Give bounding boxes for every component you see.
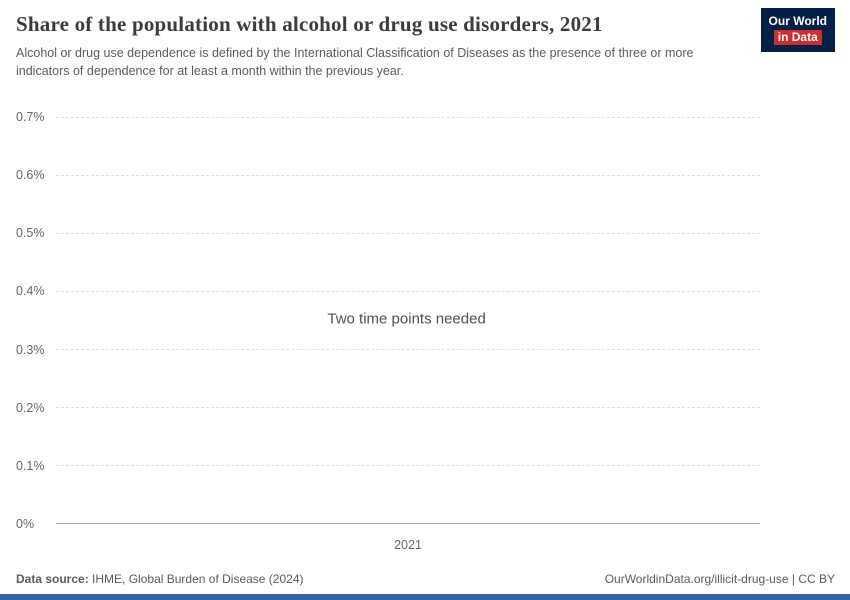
y-axis-grid: 0.7% 0.6% 0.5% 0.4% 0.3% 0.2% bbox=[16, 110, 760, 531]
gridline-row: 0.4% bbox=[16, 284, 760, 298]
gridline bbox=[56, 232, 760, 234]
gridline-row: 0.1% bbox=[16, 459, 760, 473]
y-tick-label: 0% bbox=[16, 516, 35, 531]
data-source-label: Data source: bbox=[16, 572, 89, 586]
chart-title: Share of the population with alcohol or … bbox=[16, 12, 603, 36]
gridline-row: 0.5% bbox=[16, 226, 760, 240]
timeline-bar bbox=[0, 594, 850, 600]
gridline bbox=[56, 174, 760, 176]
y-tick-label: 0.5% bbox=[16, 226, 45, 241]
no-data-message: Two time points needed bbox=[327, 310, 486, 328]
gridline bbox=[56, 116, 760, 118]
gridline bbox=[56, 349, 760, 351]
data-source-value: IHME, Global Burden of Disease (2024) bbox=[92, 572, 304, 586]
y-tick-label: 0.2% bbox=[16, 400, 45, 415]
gridline-row: 0.3% bbox=[16, 343, 760, 357]
gridline-row: 0.6% bbox=[16, 168, 760, 182]
y-tick-label: 0.6% bbox=[16, 168, 45, 183]
x-axis: 2021 bbox=[16, 538, 760, 552]
y-tick-label: 0.4% bbox=[16, 284, 45, 299]
chart-footer: Data source: IHME, Global Burden of Dise… bbox=[16, 572, 835, 586]
chart-subtitle: Alcohol or drug use dependence is define… bbox=[16, 46, 694, 78]
x-tick-label: 2021 bbox=[394, 538, 422, 552]
credit-link[interactable]: OurWorldinData.org/illicit-drug-use | CC… bbox=[604, 572, 835, 586]
gridline bbox=[56, 465, 760, 467]
owid-logo-line2: in Data bbox=[773, 30, 822, 45]
data-source: Data source: IHME, Global Burden of Dise… bbox=[16, 572, 303, 586]
owid-logo[interactable]: Our World in Data bbox=[760, 8, 835, 52]
y-tick-label: 0.3% bbox=[16, 342, 45, 357]
gridline-row: 0.2% bbox=[16, 401, 760, 415]
gridline bbox=[56, 290, 760, 292]
x-axis-line bbox=[56, 523, 760, 525]
gridline bbox=[56, 407, 760, 409]
chart-header: Share of the population with alcohol or … bbox=[16, 8, 835, 80]
y-tick-label: 0.7% bbox=[16, 110, 45, 124]
y-tick-label: 0.1% bbox=[16, 458, 45, 473]
owid-logo-line1: Our World bbox=[768, 14, 827, 28]
gridline-row: 0.7% bbox=[16, 110, 760, 124]
gridline-row: 0% bbox=[16, 517, 760, 531]
chart-plot-area: 0.7% 0.6% 0.5% 0.4% 0.3% 0.2% bbox=[16, 110, 760, 531]
